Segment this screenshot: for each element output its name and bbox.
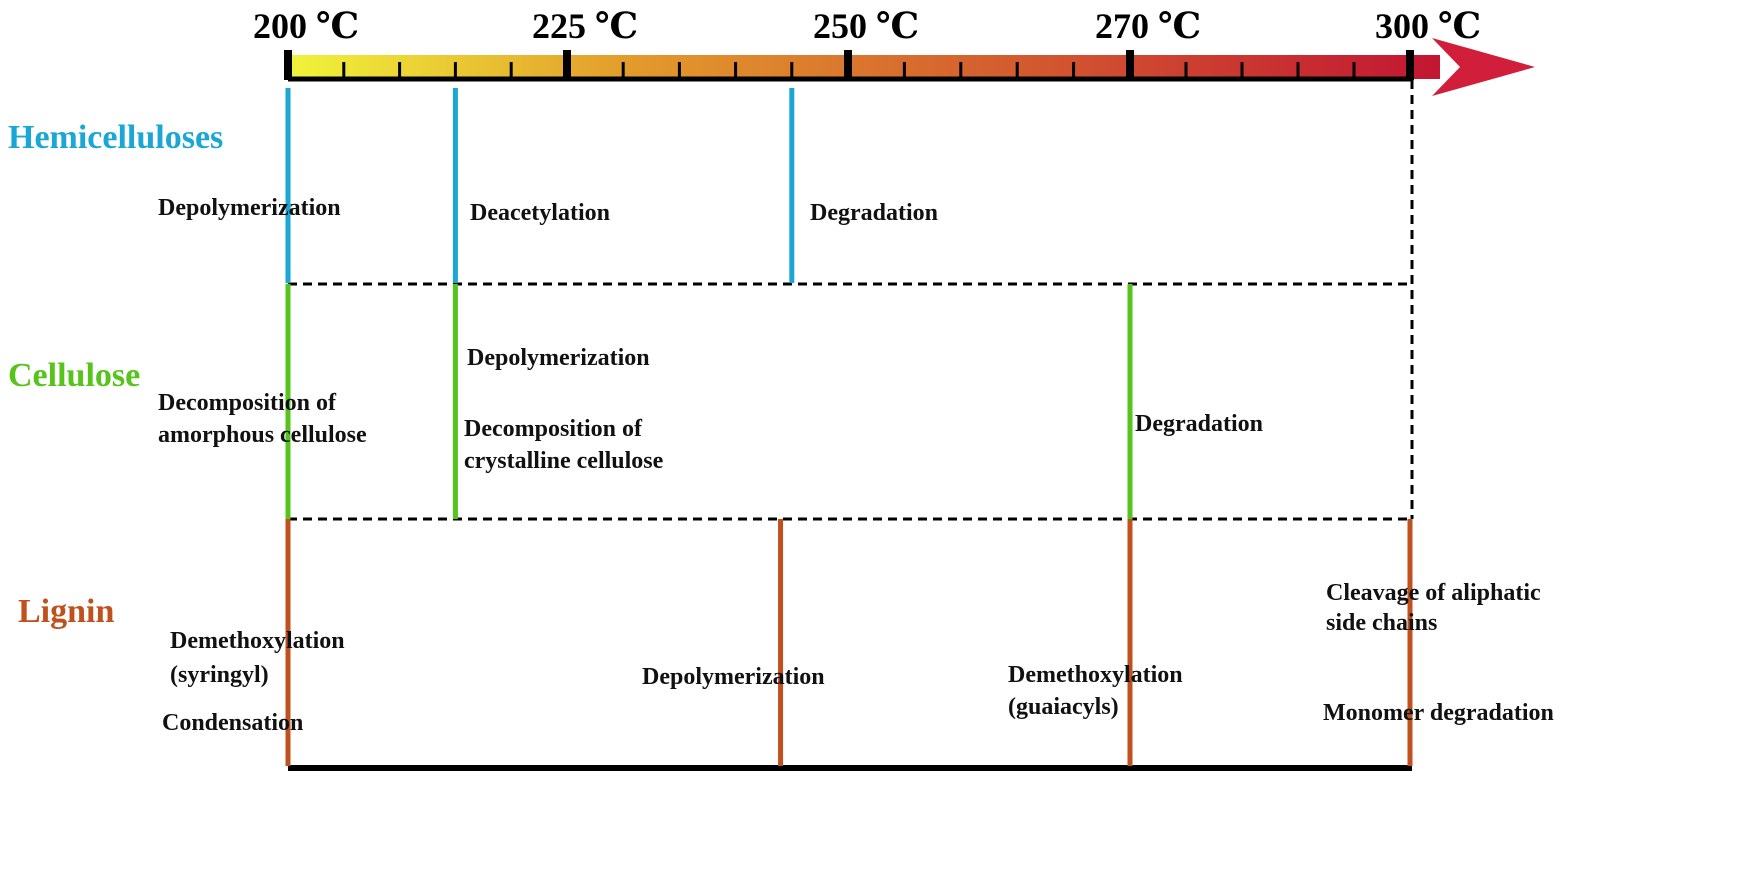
section-frame [288, 80, 1414, 771]
major-ticks: 200 ℃ 225 ℃ 250 ℃ 270 ℃ 300 ℃ [253, 6, 1481, 80]
temperature-tick-label: 225 ℃ [532, 6, 638, 46]
process-label: Deacetylation [470, 200, 610, 226]
temperature-tick-label: 270 ℃ [1095, 6, 1201, 46]
row-name-cellulose: Cellulose [8, 357, 140, 394]
process-label: Degradation [1135, 411, 1263, 437]
process-label: Depolymerization [642, 664, 825, 690]
temperature-tick-label: 300 ℃ [1375, 6, 1481, 46]
row-names: Hemicelluloses Cellulose Lignin [8, 119, 223, 630]
process-label: Depolymerization [467, 345, 650, 371]
process-label: Depolymerization [158, 195, 341, 221]
process-label: Decomposition of amorphous cellulose [158, 390, 367, 448]
process-label: Condensation [162, 710, 303, 736]
temperature-arrow-head [1432, 38, 1535, 96]
process-label: Demethoxylation (guaiacyls) [1008, 662, 1189, 720]
minor-ticks [342, 62, 1356, 80]
process-label: Degradation [810, 200, 938, 226]
cellulose-processes: Decomposition of amorphous cellulose Dep… [158, 345, 1263, 474]
lignin-processes: Demethoxylation (syringyl) Condensation … [162, 580, 1554, 736]
temperature-tick-label: 250 ℃ [813, 6, 919, 46]
row-name-lignin: Lignin [18, 593, 114, 630]
stage-markers [285, 88, 1413, 766]
hemicelluloses-processes: Depolymerization Deacetylation Degradati… [158, 195, 938, 226]
temperature-axis: 200 ℃ 225 ℃ 250 ℃ 270 ℃ 300 ℃ [253, 6, 1535, 96]
process-label: Monomer degradation [1323, 700, 1554, 726]
process-label: Demethoxylation (syringyl) [170, 628, 351, 688]
process-label: Decomposition of crystalline cellulose [464, 416, 664, 474]
process-label: Cleavage of aliphatic side chains [1326, 580, 1547, 636]
row-name-hemicelluloses: Hemicelluloses [8, 119, 223, 156]
temperature-gradient-bar [288, 55, 1440, 79]
temperature-tick-label: 200 ℃ [253, 6, 359, 46]
